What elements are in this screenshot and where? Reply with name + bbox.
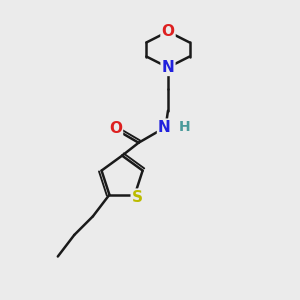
Text: S: S bbox=[132, 190, 143, 205]
Text: N: N bbox=[158, 120, 171, 135]
Text: O: O bbox=[161, 24, 175, 39]
Text: O: O bbox=[109, 121, 122, 136]
Text: N: N bbox=[162, 60, 174, 75]
Text: H: H bbox=[178, 120, 190, 134]
